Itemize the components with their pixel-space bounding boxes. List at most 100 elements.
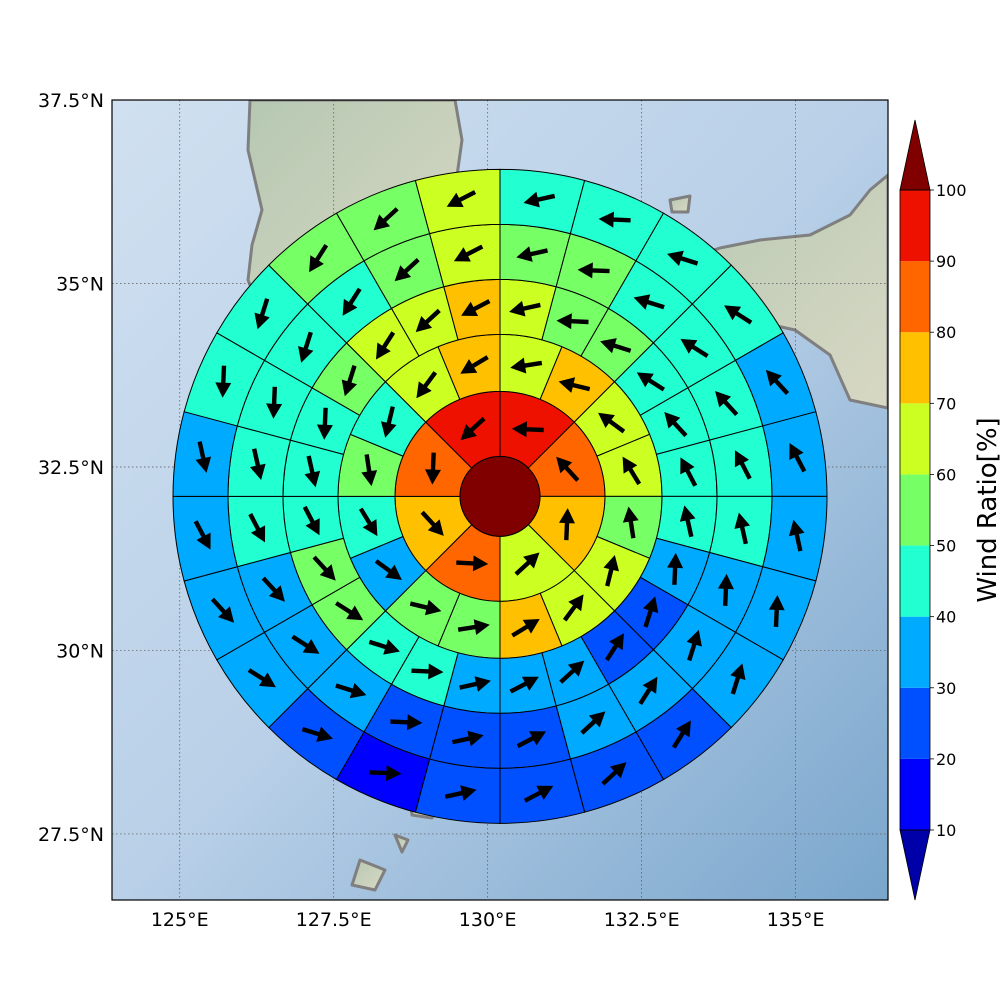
wind-arrow [679,505,696,538]
wind-arrow [394,258,420,282]
wind-arrow [210,597,235,623]
wind-arrow [686,629,702,662]
wind-arrow [453,244,484,262]
wind-arrow [734,512,750,545]
wind-arrow [250,448,266,480]
colorbar-tick-label: 100 [936,181,967,200]
wind-arrow [195,441,212,473]
wind-arrow [425,452,441,485]
wind-arrow [457,619,490,635]
colorbar-bin [900,261,930,333]
wind-arrow [301,726,333,742]
wind-arrow [765,369,790,395]
wind-arrow [335,601,364,621]
wind-arrow [459,676,491,692]
wind-arrow [266,386,283,419]
wind-arrow [788,519,805,552]
colorbar-tick-label: 10 [936,821,956,840]
wind-arrow [361,454,378,487]
wind-arrow [598,211,631,228]
wind-arrow [444,785,477,801]
wind-arrow [559,508,575,541]
wind-arrow [680,338,709,358]
colorbar-frame [899,189,931,831]
wind-arrow [730,663,746,695]
wind-arrow [514,552,540,576]
wind-arrow [369,765,402,782]
wind-sector [499,168,586,235]
colorbar-label: Wind Ratio[%] [973,417,1000,602]
wind-arrow [452,730,484,747]
wind-arrow [622,456,642,486]
wind-arrows [193,190,807,803]
wind-sectors [172,168,828,824]
wind-arrow [516,246,548,262]
wind-arrow [600,338,632,354]
colorbar-tick-label: 60 [936,465,956,484]
colorbar-tick-label: 50 [936,537,956,556]
wind-arrow [376,331,396,360]
wind-arrow [523,191,556,208]
wind-arrow [248,513,266,543]
colorbar-bin [900,403,930,475]
wind-sector [414,758,501,824]
wind-arrow [291,634,320,654]
lat-tick-label: 27.5°N [38,824,104,846]
wind-sector [762,495,828,582]
wind-arrow [335,683,367,699]
lon-tick-label: 132.5°E [604,909,680,931]
wind-arrow [460,355,489,374]
wind-arrow [622,506,639,539]
longitude-tick-labels: 125°E 127.5°E 130°E 132.5°E 135°E [151,909,825,931]
wind-sector [172,411,238,497]
lon-tick-label: 135°E [767,909,825,931]
island-small-1 [668,194,692,214]
wind-arrow [409,599,442,616]
wind-arrow [664,412,688,438]
colorbar-extend-max [899,119,931,191]
wind-arrow [558,377,591,393]
wind-arrow [667,250,699,266]
lat-tick-label: 35°N [56,273,104,295]
colorbar-bin [900,616,930,688]
wind-arrow [261,576,285,602]
wind-arrow [511,421,544,438]
wind-arrow [633,294,665,310]
wind-arrow [460,416,486,441]
wind-arrow [215,365,232,398]
wind-arrow [390,714,423,731]
wind-arrow [715,391,739,416]
wind-arrow [456,555,489,572]
wind-arrow [604,633,624,662]
wind-arrow [254,298,270,330]
colorbar-bin [900,474,930,546]
wind-arrow [577,262,610,279]
colorbar-bin [900,190,930,262]
wind-arrow [358,507,378,537]
wind-arrow [516,731,547,749]
colorbar-bin [900,332,930,404]
island-chain-4 [393,833,410,854]
wind-arrow [643,596,659,628]
colorbar-tick-label: 90 [936,252,956,271]
wind-arrow [309,244,329,273]
wind-arrow [302,505,320,536]
wind-arrow [420,510,444,536]
wind-arrow [556,456,580,482]
wind-arrow [461,299,491,316]
wind-arrow [638,676,658,705]
center-cell [459,455,541,537]
lon-tick-label: 127.5°E [296,909,372,931]
wind-arrow [341,365,357,397]
colorbar-bin [900,758,930,830]
colorbar-bin [900,687,930,759]
wind-arrow [298,331,314,363]
colorbar: 10 20 30 40 50 60 70 80 90 100 [899,119,967,901]
wind-arrow [511,619,540,638]
latitude-tick-labels: 27.5°N 30°N 32.5°N 35°N 37.5°N [38,90,104,846]
wind-arrow [509,676,539,694]
wind-arrow [680,457,698,487]
wind-arrow [671,720,691,749]
colorbar-tick-label: 70 [936,394,956,413]
